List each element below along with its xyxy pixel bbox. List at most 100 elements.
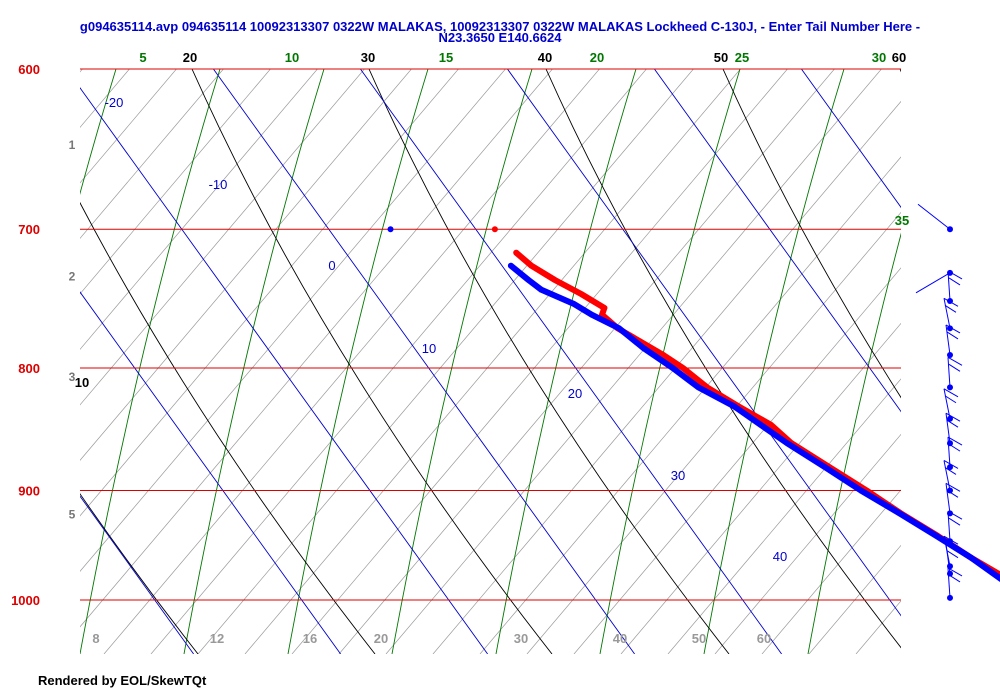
- moist-adiabat-line: [807, 232, 901, 654]
- dry-adiabat-label: 40: [538, 50, 552, 65]
- moist-adiabat-line: [495, 69, 637, 654]
- mixing-ratio-line: [808, 544, 901, 654]
- temperature-profile-point: [528, 262, 535, 269]
- wind-barb-flag: [947, 567, 963, 577]
- dry-adiabat-line: [80, 493, 199, 654]
- temperature-profile-point: [552, 277, 558, 283]
- dewpoint-profile-point: [695, 384, 702, 391]
- moist-adiabat-line: [287, 69, 429, 654]
- isotherm-line: [80, 87, 488, 654]
- mixing-ratio-label: 40: [613, 631, 627, 646]
- moist-adiabat-label: 30: [872, 50, 886, 65]
- isotherm-line: [506, 69, 901, 617]
- dry-adiabat-line: [545, 69, 901, 649]
- moist-adiabat-line: [703, 69, 845, 654]
- moist-adiabat-line: [80, 69, 117, 196]
- wind-barb-flag: [944, 467, 957, 475]
- mixing-ratio-line: [714, 433, 901, 654]
- wind-barb-flag: [943, 460, 959, 469]
- wind-barb-staff: [943, 388, 951, 419]
- pressure-tick-label: 900: [18, 483, 40, 498]
- moist-adiabat-label: 25: [735, 50, 749, 65]
- grid-lines: [0, 40, 1000, 654]
- dewpoint-profile-point: [968, 554, 974, 561]
- mixing-ratio-line: [80, 69, 130, 128]
- wind-barb-flag: [944, 304, 957, 313]
- height-km-label: 5: [69, 507, 76, 521]
- pressure-tick-label: 700: [18, 222, 40, 237]
- chart-title-line-2: N23.3650 E140.6624: [438, 30, 562, 45]
- mixing-ratio-label: 50: [692, 631, 706, 646]
- dry-adiabat-line: [80, 201, 376, 654]
- moist-adiabat-line: [0, 69, 12, 654]
- dewpoint-profile-point: [588, 311, 595, 318]
- wind-barb-flag: [943, 297, 959, 307]
- wind-barb-staff: [947, 357, 951, 388]
- wind-barb-staff: [947, 511, 951, 542]
- wind-barb-flag: [946, 489, 959, 498]
- pressure-tick-label: 600: [18, 62, 40, 77]
- moist-adiabat-line: [599, 69, 741, 654]
- wind-barb-staff: [917, 203, 951, 230]
- isobar-lines: [80, 68, 901, 601]
- height-km-label: 2: [69, 270, 76, 284]
- mixing-ratio-label: 60: [757, 631, 771, 646]
- mixing-ratio-line: [80, 69, 318, 350]
- temperature-profile-point: [578, 291, 585, 297]
- wind-barb-flag: [945, 412, 961, 422]
- mixing-ratio-line: [103, 69, 600, 654]
- dewpoint-isolated-point: [387, 226, 394, 233]
- mixing-ratio-line: [0, 40, 60, 654]
- mixing-ratio-line: [80, 69, 177, 184]
- temperature-profile-point: [513, 249, 520, 256]
- wind-barb-flag: [947, 510, 963, 520]
- mixing-ratio-line: [903, 40, 1000, 654]
- mixing-ratio-line: [761, 489, 901, 654]
- mixing-ratio-label: 16: [303, 631, 317, 646]
- isotherm-label: 20: [568, 386, 582, 401]
- wind-barb-flag: [948, 517, 961, 526]
- dewpoint-profile-point: [538, 287, 545, 293]
- moist-adiabat-line: [80, 69, 221, 654]
- dewpoint-profile-point: [616, 325, 622, 332]
- mixing-ratio-line: [526, 211, 901, 654]
- mixing-ratio-label: 8: [92, 631, 99, 646]
- wind-barb-staff: [945, 324, 951, 356]
- wind-barb-flag: [945, 543, 961, 553]
- mixing-ratio-line: [80, 69, 553, 628]
- dewpoint-profile-point: [525, 277, 532, 283]
- isotherm-line: [0, 40, 47, 654]
- mixing-ratio-line: [80, 69, 412, 461]
- dewpoint-profile-point: [570, 300, 577, 307]
- moist-adiabat-label: 20: [590, 50, 604, 65]
- mixing-ratio-line: [80, 69, 365, 406]
- dewpoint-profile-point: [508, 262, 514, 269]
- isotherm-line: [80, 291, 341, 654]
- wind-barb-flag: [948, 363, 961, 372]
- dry-adiabat-line: [191, 69, 553, 654]
- temperature-isolated-point: [491, 226, 498, 233]
- sounding-profiles: [387, 226, 1000, 582]
- temperature-profile-point: [768, 422, 774, 428]
- dewpoint-profile: [507, 262, 1000, 582]
- isotherm-label: 30: [671, 468, 685, 483]
- wind-barb-flag: [944, 395, 957, 404]
- mixing-ratio-label: 30: [514, 631, 528, 646]
- mixing-ratio-line: [80, 69, 83, 73]
- isotherm-line: [653, 69, 901, 413]
- isotherm-line: [212, 69, 635, 654]
- isotherm-line: [359, 69, 782, 654]
- dry-adiabat-label: 60: [892, 50, 906, 65]
- wind-barb-staff: [945, 483, 951, 514]
- wind-barb-staff: [947, 437, 951, 468]
- temperature-profile-point: [660, 352, 667, 358]
- mixing-ratio-line: [620, 322, 901, 654]
- dewpoint-profile-point: [669, 365, 676, 371]
- wind-barb-flag: [943, 535, 959, 545]
- dewpoint-profile-point: [896, 510, 903, 517]
- dewpoint-profile-point: [641, 345, 647, 352]
- dewpoint-profile-point: [933, 532, 939, 539]
- mixing-ratio-line: [291, 69, 788, 654]
- dry-adiabat-label: 30: [361, 50, 375, 65]
